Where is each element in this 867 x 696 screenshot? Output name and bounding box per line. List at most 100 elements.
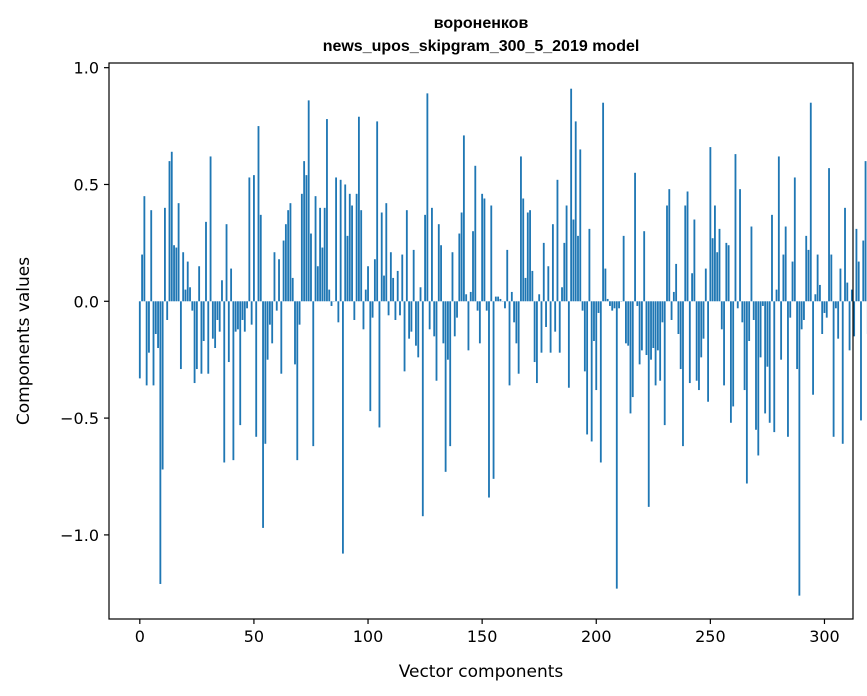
bar-component-3 — [145, 301, 148, 386]
bar-component-62 — [280, 301, 283, 374]
x-tick-label: 250 — [695, 627, 726, 646]
bar-component-245 — [698, 301, 700, 391]
bar-component-311 — [848, 301, 851, 351]
bar-component-9 — [159, 301, 162, 584]
bar-component-72 — [303, 161, 306, 302]
bar-component-79 — [319, 207, 322, 302]
x-tick-label: 300 — [809, 627, 840, 646]
bar-component-82 — [326, 119, 328, 302]
bar-component-286 — [791, 261, 794, 302]
bar-component-168 — [522, 198, 525, 302]
bar-component-131 — [437, 224, 440, 302]
bar-component-89 — [342, 301, 344, 554]
y-axis-label: Components values — [14, 257, 34, 425]
bar-component-248 — [704, 268, 707, 302]
bar-component-147 — [474, 165, 477, 302]
bar-component-169 — [524, 277, 527, 302]
bar-component-202 — [599, 301, 602, 463]
bar-component-298 — [819, 284, 821, 302]
bar-component-183 — [556, 179, 559, 302]
bar-component-128 — [431, 207, 433, 302]
bar-component-310 — [846, 282, 849, 302]
bar-component-215 — [629, 301, 632, 414]
bar-component-170 — [526, 212, 529, 302]
bar-component-22 — [189, 287, 191, 302]
bar-component-11 — [164, 207, 166, 302]
bar-series — [138, 88, 867, 596]
bar-component-41 — [232, 301, 235, 461]
bar-component-45 — [241, 301, 244, 320]
bar-component-97 — [360, 210, 363, 302]
bar-component-102 — [371, 301, 374, 318]
bar-component-283 — [784, 226, 787, 302]
bar-component-114 — [399, 301, 401, 316]
bar-component-175 — [538, 294, 541, 302]
bar-component-115 — [401, 254, 404, 302]
bar-component-288 — [796, 301, 798, 370]
bar-component-132 — [440, 245, 442, 302]
bar-component-265 — [743, 301, 746, 391]
bar-component-88 — [339, 179, 342, 302]
bar-component-154 — [490, 205, 493, 302]
bar-component-203 — [602, 102, 605, 302]
bar-component-150 — [481, 193, 484, 302]
bar-component-235 — [675, 263, 678, 302]
bar-component-226 — [654, 301, 657, 386]
bar-component-274 — [764, 301, 767, 414]
bar-component-258 — [727, 245, 730, 302]
bar-component-1 — [141, 254, 144, 302]
bar-component-49 — [250, 301, 253, 325]
bar-component-213 — [625, 301, 627, 344]
bar-component-292 — [805, 235, 808, 302]
bar-component-206 — [609, 301, 611, 306]
bar-component-285 — [789, 301, 792, 318]
bar-component-20 — [184, 289, 187, 302]
bar-component-105 — [378, 301, 381, 428]
bar-component-281 — [780, 301, 783, 360]
bar-component-312 — [850, 289, 853, 302]
bar-component-197 — [588, 228, 591, 302]
bar-component-84 — [330, 301, 333, 306]
bar-component-155 — [492, 301, 495, 479]
bar-component-47 — [246, 301, 248, 309]
bar-component-124 — [421, 301, 424, 517]
bar-component-151 — [483, 198, 486, 302]
bar-component-125 — [424, 214, 426, 302]
bar-component-135 — [447, 301, 449, 360]
bar-component-304 — [832, 301, 835, 437]
bar-component-101 — [369, 301, 372, 412]
bar-component-68 — [294, 301, 296, 365]
bar-component-172 — [531, 270, 534, 302]
bar-component-157 — [497, 296, 500, 302]
bar-component-63 — [282, 240, 285, 302]
bar-component-181 — [551, 224, 554, 302]
bar-component-2 — [143, 196, 146, 302]
bar-component-4 — [148, 301, 150, 353]
bar-component-130 — [435, 301, 438, 381]
bar-component-38 — [225, 224, 228, 302]
bar-component-272 — [759, 301, 762, 358]
bar-component-178 — [545, 301, 547, 327]
bar-component-179 — [547, 266, 550, 302]
bar-component-104 — [376, 121, 379, 302]
bar-component-18 — [179, 301, 182, 370]
bar-component-146 — [472, 231, 474, 302]
bar-component-39 — [227, 301, 230, 363]
bar-component-296 — [814, 294, 817, 302]
bar-component-111 — [392, 277, 395, 302]
bar-component-139 — [456, 301, 458, 318]
bar-component-122 — [417, 301, 420, 358]
bar-component-162 — [508, 301, 511, 386]
bar-component-187 — [565, 205, 568, 302]
bar-component-127 — [428, 301, 431, 330]
bar-component-6 — [152, 301, 155, 386]
bar-component-44 — [239, 301, 242, 426]
bar-component-266 — [745, 301, 748, 484]
bar-component-123 — [419, 287, 422, 302]
bar-component-148 — [476, 301, 479, 311]
bar-component-191 — [574, 121, 577, 302]
bar-component-19 — [182, 252, 185, 302]
bar-component-16 — [175, 247, 178, 302]
bar-component-10 — [161, 301, 164, 470]
